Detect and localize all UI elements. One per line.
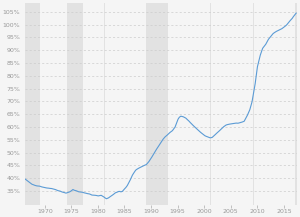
- Bar: [295, 3, 297, 205]
- Bar: [146, 3, 167, 205]
- Bar: [25, 3, 40, 205]
- Bar: [253, 3, 254, 205]
- Bar: [104, 3, 105, 205]
- Bar: [67, 3, 82, 205]
- Bar: [210, 3, 211, 205]
